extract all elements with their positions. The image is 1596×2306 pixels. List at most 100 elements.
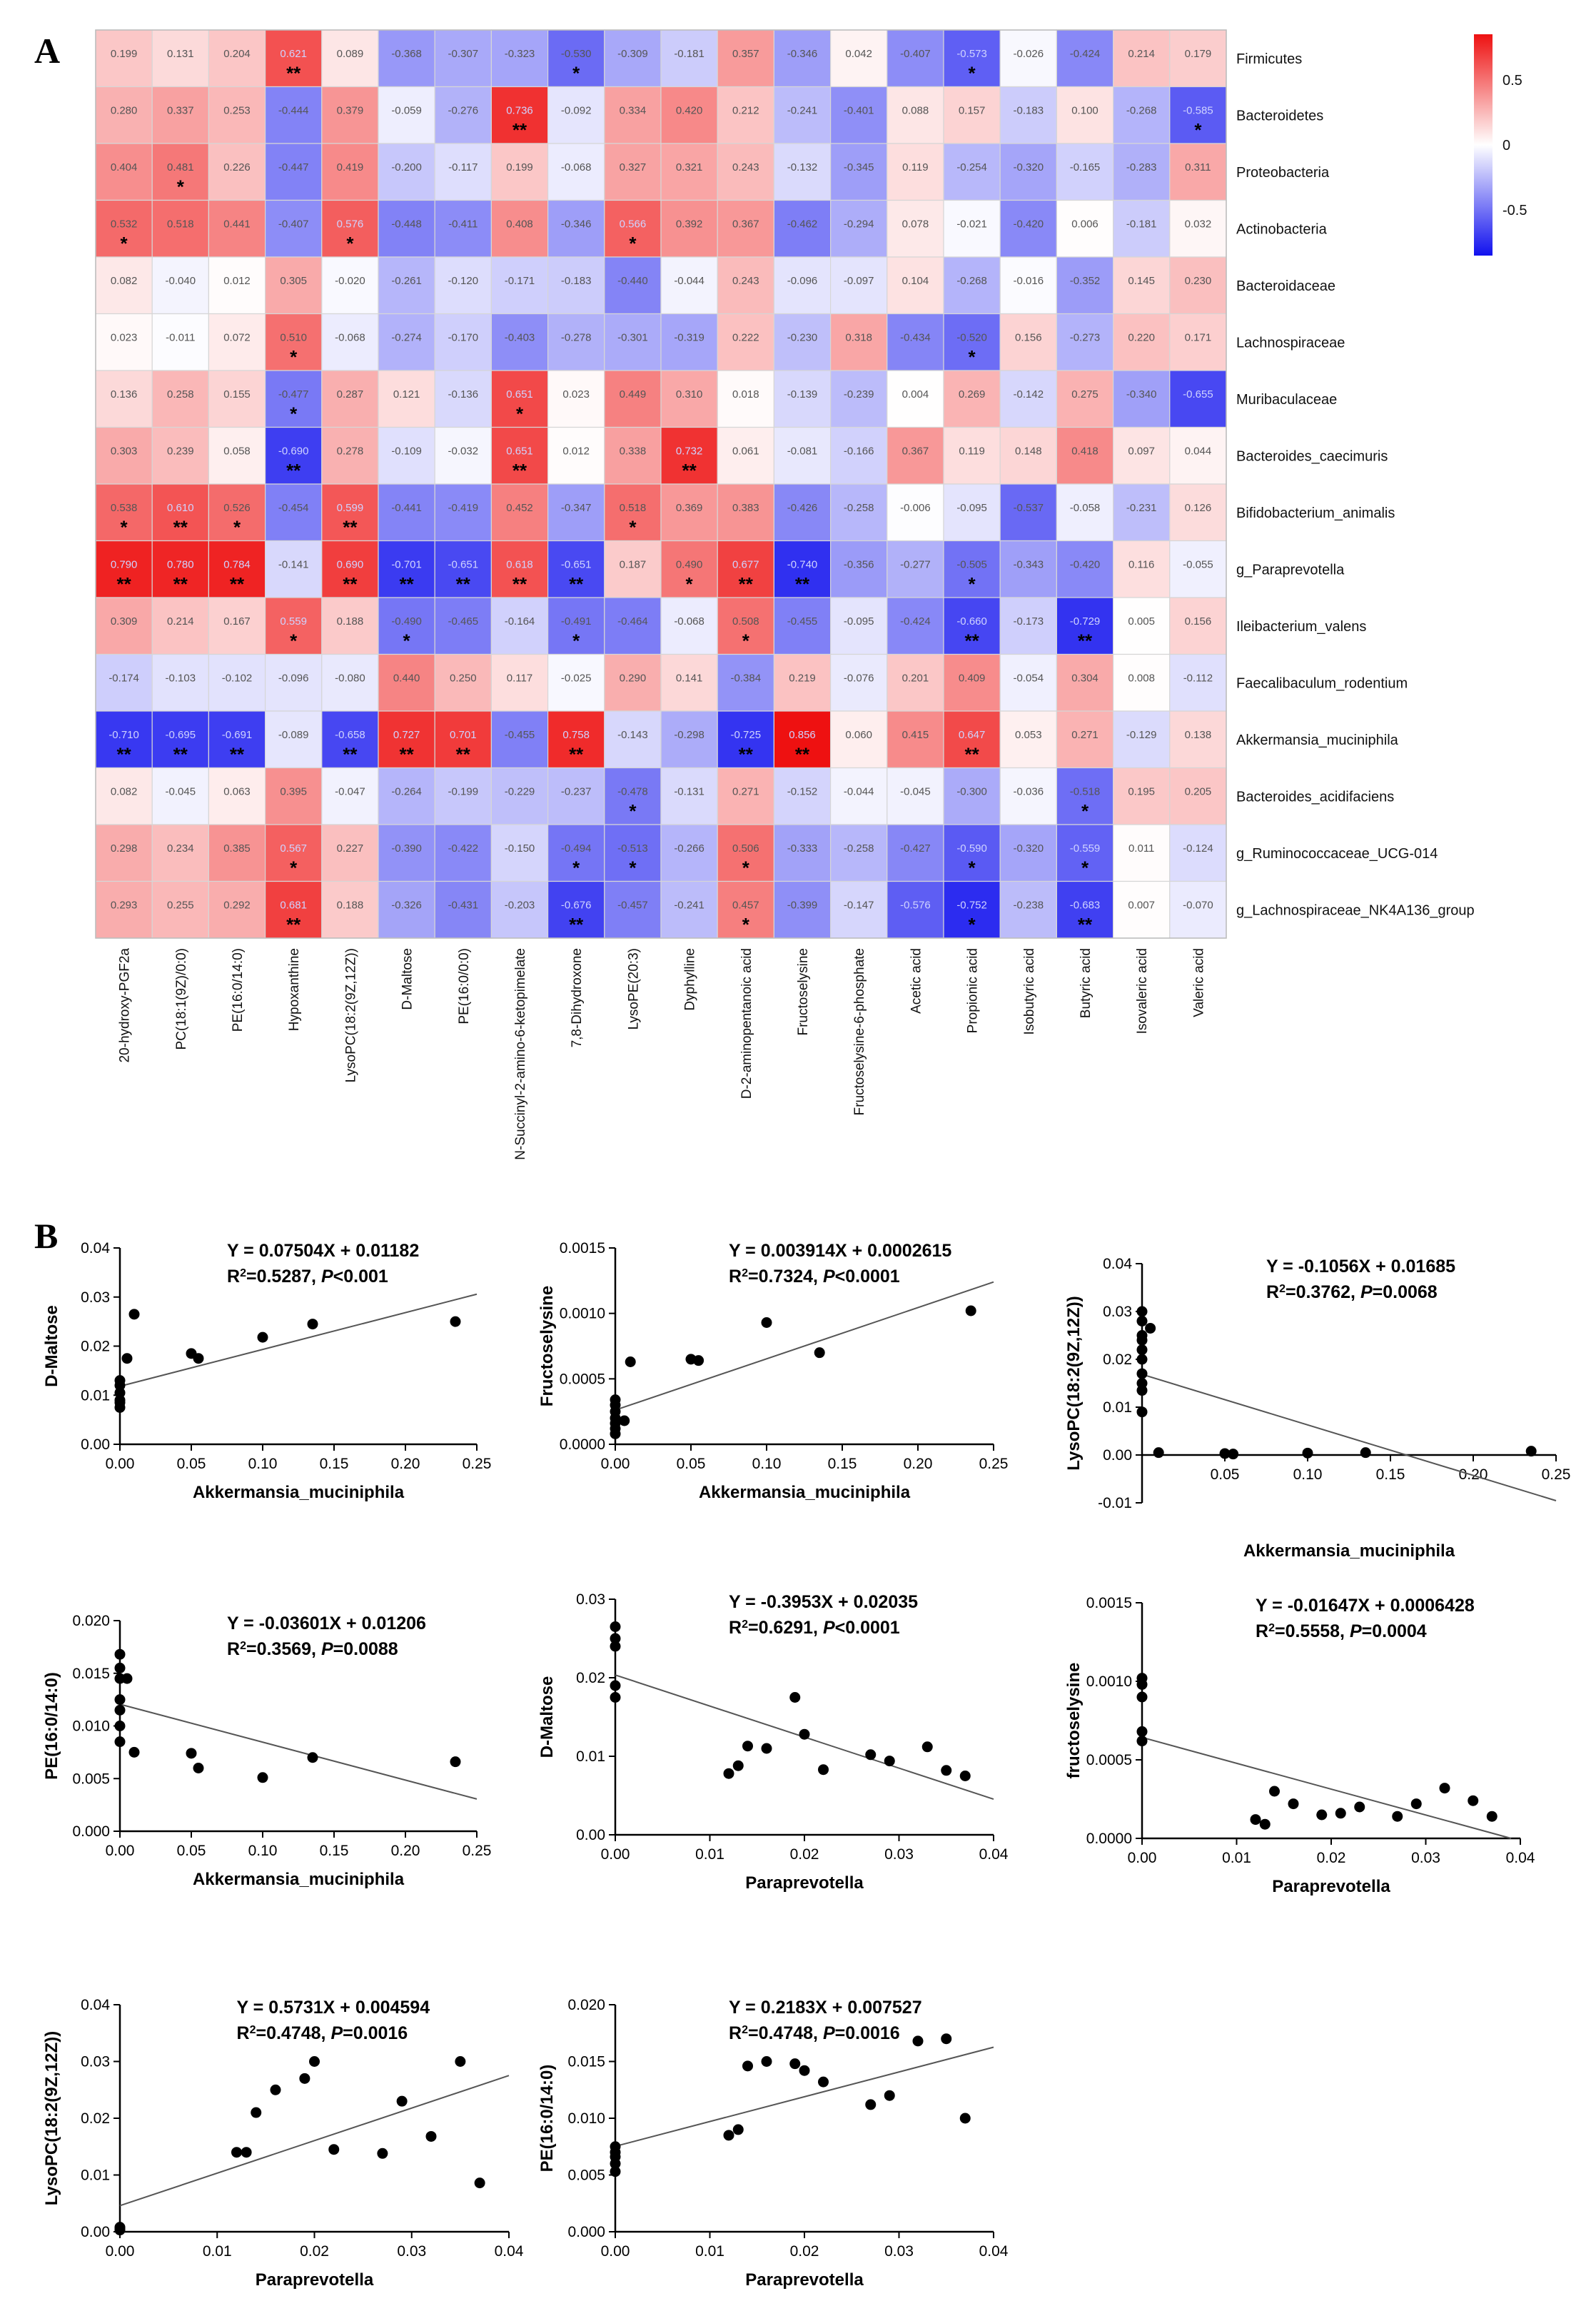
heatmap-cell-value: -0.301 [617,331,648,343]
regression-stats: R2=0.5558, P=0.0004 [1256,1621,1427,1641]
heatmap-cell [378,29,435,88]
heatmap-cell [660,824,718,882]
heatmap-cell-value: -0.203 [505,899,535,911]
heatmap-cell-value: -0.096 [787,275,818,287]
regression-equation: Y = 0.5731X + 0.004594 [237,1998,430,2018]
heatmap-cell-value: 0.063 [223,785,251,797]
heatmap-cell [151,86,209,144]
heatmap-cell-value: -0.431 [448,899,479,911]
data-point [799,1728,810,1740]
data-point [625,1356,636,1367]
heatmap-cell-value: 0.121 [393,388,420,401]
x-tick-label: 0.00 [601,1846,630,1863]
heatmap-cell-value: -0.447 [278,161,309,173]
heatmap-cell-value: -0.465 [448,615,479,628]
heatmap-cell-value: -0.117 [448,161,478,173]
x-tick-label: 0.00 [1128,1850,1157,1866]
heatmap-cell [434,540,493,598]
heatmap-cell [717,767,775,825]
heatmap-significance-mark: ** [173,517,188,538]
data-point [257,1772,268,1783]
heatmap-significance-mark: * [742,630,750,652]
heatmap-cell-value: -0.478 [617,785,648,797]
heatmap-cell-value: -0.352 [1070,275,1101,287]
x-tick-label: 0.02 [1317,1850,1346,1866]
heatmap-cell-value: -0.683 [1070,899,1101,911]
heatmap-cell [547,370,605,428]
heatmap-column-label: Isovaleric acid [1135,948,1150,1034]
heatmap-cell-value: -0.120 [448,275,479,287]
heatmap-cell [434,199,493,258]
y-tick-label: 0.01 [81,2167,110,2184]
heatmap-cell-value: 0.490 [676,558,703,570]
heatmap-significance-mark: * [572,63,580,84]
x-tick-label: 0.25 [463,1456,492,1472]
data-point [610,1633,621,1644]
heatmap-cell-value: -0.422 [448,842,479,855]
heatmap-cell-value: -0.095 [956,502,987,514]
heatmap-cell [773,597,832,655]
heatmap-cell-value: 0.337 [167,104,194,116]
heatmap-cell-value: 0.441 [223,218,251,230]
heatmap-cell-value: 0.309 [111,615,138,628]
heatmap-cell [490,313,549,371]
heatmap-cell-value: 0.239 [167,445,194,457]
data-point [241,2147,252,2158]
heatmap-cell-value: 0.334 [620,104,647,116]
heatmap-cell-value: -0.131 [674,785,704,797]
data-point [1288,1798,1299,1810]
data-point [723,2130,734,2141]
heatmap-cell-value: 0.204 [223,48,251,60]
heatmap-row-label: g_Lachnospiraceae_NK4A136_group [1236,902,1475,918]
heatmap-cell-value: -0.165 [1070,161,1101,173]
heatmap-cell [378,824,435,882]
y-tick-label: 0.03 [81,1289,110,1306]
x-tick-label: 0.25 [1542,1466,1571,1483]
heatmap-cell [151,256,209,315]
data-point [789,2058,801,2070]
x-tick-label: 0.02 [790,2243,819,2260]
heatmap-cell-value: 0.440 [393,672,420,684]
heatmap-cell-value: -0.080 [335,672,365,684]
y-axis-label: D-Maltose [42,1305,61,1387]
heatmap-cell [490,199,549,258]
heatmap-significance-mark: ** [399,573,414,595]
heatmap-cell [265,767,323,825]
heatmap-cell-value: -0.434 [900,331,931,343]
heatmap-row-label: Faecalibaculum_rodentium [1236,675,1408,691]
x-tick-label: 0.05 [177,1456,206,1472]
x-tick-label: 0.04 [979,2243,1009,2260]
p-value: =0.0016 [835,2023,900,2043]
data-point [328,2144,340,2155]
x-tick-label: 0.02 [790,1846,819,1863]
heatmap-cell [208,256,266,315]
heatmap-cell-value: -0.268 [956,275,987,287]
heatmap-cell [943,880,1001,939]
heatmap-cell-value: 0.271 [1071,729,1098,741]
heatmap-cell-value: -0.651 [448,558,479,570]
heatmap-cell [717,710,775,769]
heatmap-cell-value: -0.152 [787,785,818,797]
data-point [307,1319,318,1330]
heatmap-significance-mark: ** [116,744,131,765]
heatmap-cell [1169,597,1227,655]
heatmap-cell [1169,256,1227,315]
data-point [1136,1344,1148,1356]
heatmap-cell-value: -0.089 [278,729,309,741]
heatmap-cell [604,426,662,485]
heatmap-cell-value: 0.187 [620,558,647,570]
heatmap-cell [1112,597,1171,655]
heatmap-cell [660,370,718,428]
heatmap-cell-value: 0.089 [337,48,364,60]
heatmap-cell-value: 0.481 [167,161,194,173]
x-tick-label: 0.01 [695,2243,724,2260]
y-tick-label: 0.01 [81,1387,110,1404]
data-point [455,2056,466,2067]
heatmap-row-label: Akkermansia_muciniphila [1236,732,1399,748]
heatmap-cell-value: 0.780 [167,558,194,570]
heatmap-cell [1056,767,1114,825]
heatmap-cell-value: -0.356 [844,558,874,570]
heatmap-cell-value: 0.141 [676,672,703,684]
heatmap-cell [547,710,605,769]
heatmap-cell [95,370,153,428]
